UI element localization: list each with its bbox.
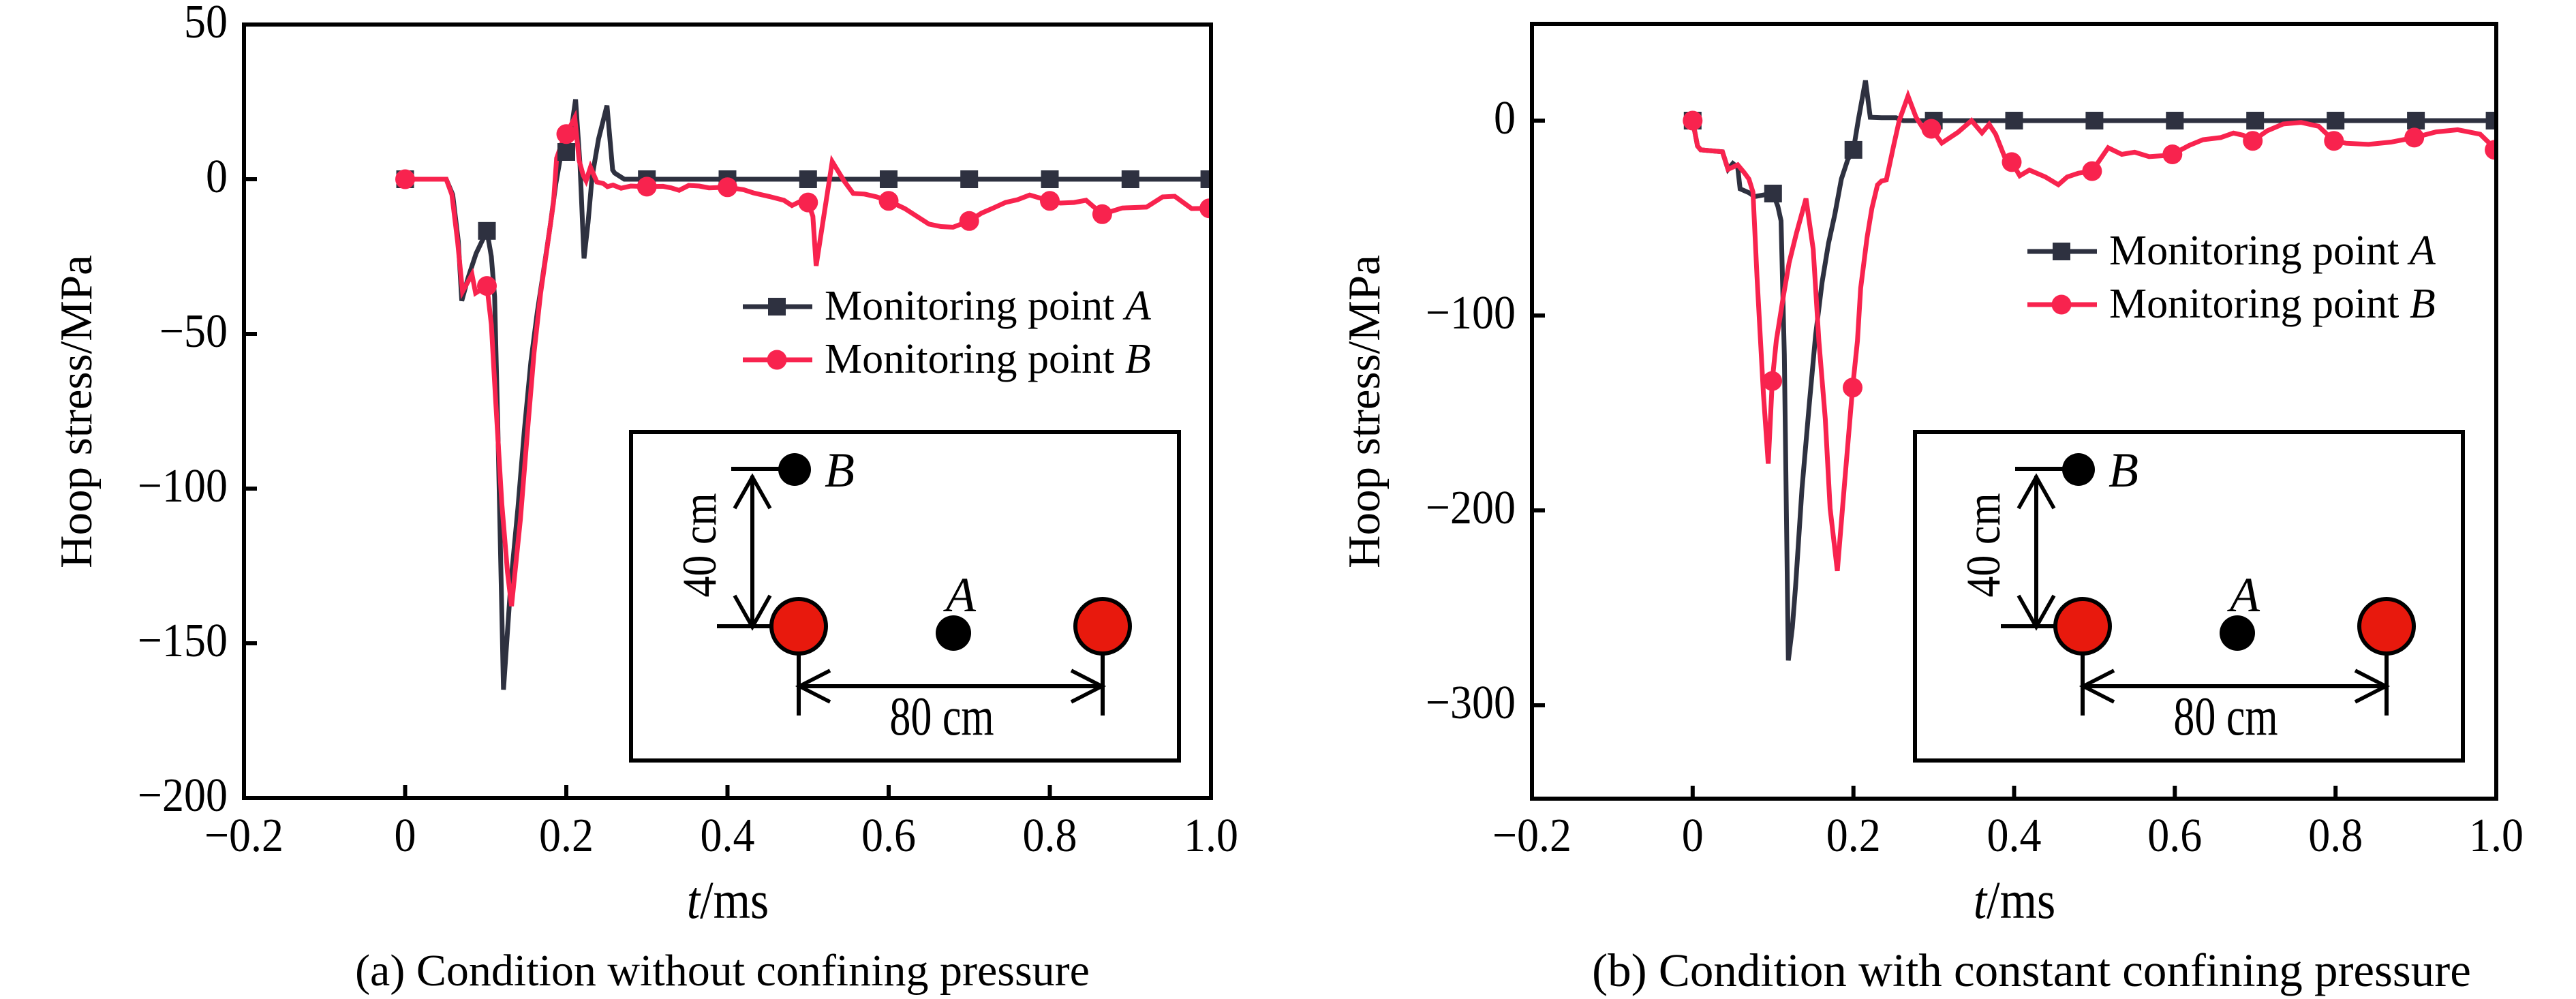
svg-text:t/ms: t/ms bbox=[1974, 871, 2056, 930]
svg-text:Monitoring point A: Monitoring point A bbox=[2109, 228, 2436, 274]
svg-text:Monitoring point A: Monitoring point A bbox=[825, 283, 1152, 329]
svg-text:50: 50 bbox=[184, 0, 228, 48]
svg-text:0.4: 0.4 bbox=[701, 808, 755, 861]
svg-text:−50: −50 bbox=[159, 304, 228, 357]
svg-text:0.8: 0.8 bbox=[2308, 808, 2363, 861]
svg-text:(a) Condition without confinin: (a) Condition without confining pressure bbox=[355, 946, 1090, 996]
svg-text:−100: −100 bbox=[138, 459, 228, 512]
svg-text:−0.2: −0.2 bbox=[1492, 808, 1571, 861]
svg-text:t/ms: t/ms bbox=[687, 871, 769, 930]
svg-text:A: A bbox=[943, 568, 977, 622]
svg-text:0.8: 0.8 bbox=[1023, 808, 1077, 861]
svg-text:−0.2: −0.2 bbox=[204, 808, 283, 861]
svg-text:80 cm: 80 cm bbox=[889, 686, 994, 747]
svg-text:40 cm: 40 cm bbox=[673, 493, 726, 597]
svg-text:B: B bbox=[825, 443, 855, 497]
svg-text:A: A bbox=[2227, 568, 2260, 622]
svg-text:−200: −200 bbox=[138, 768, 228, 821]
svg-text:0.2: 0.2 bbox=[1826, 808, 1881, 861]
svg-text:−100: −100 bbox=[1426, 286, 1516, 339]
svg-text:0: 0 bbox=[394, 808, 416, 861]
svg-text:Monitoring point B: Monitoring point B bbox=[825, 336, 1151, 382]
svg-text:1.0: 1.0 bbox=[1184, 808, 1238, 861]
svg-text:1.0: 1.0 bbox=[2469, 808, 2524, 861]
svg-text:Hoop stress/MPa: Hoop stress/MPa bbox=[51, 255, 102, 568]
svg-text:−200: −200 bbox=[1426, 480, 1516, 534]
svg-text:0: 0 bbox=[1494, 91, 1516, 144]
svg-text:(b) Condition with constant co: (b) Condition with constant confining pr… bbox=[1592, 944, 2471, 996]
svg-text:0.6: 0.6 bbox=[2147, 808, 2202, 861]
svg-text:0: 0 bbox=[206, 149, 228, 202]
svg-text:40 cm: 40 cm bbox=[1957, 493, 2010, 597]
svg-text:80 cm: 80 cm bbox=[2173, 686, 2278, 747]
svg-text:0: 0 bbox=[1682, 808, 1704, 861]
svg-text:0.2: 0.2 bbox=[539, 808, 594, 861]
svg-text:0.6: 0.6 bbox=[861, 808, 916, 861]
svg-text:Monitoring point B: Monitoring point B bbox=[2109, 281, 2436, 327]
svg-text:0.4: 0.4 bbox=[1987, 808, 2042, 861]
svg-text:−300: −300 bbox=[1426, 675, 1516, 728]
svg-text:Hoop stress/MPa: Hoop stress/MPa bbox=[1339, 255, 1390, 568]
svg-text:B: B bbox=[2109, 443, 2138, 497]
svg-text:−150: −150 bbox=[138, 613, 228, 666]
